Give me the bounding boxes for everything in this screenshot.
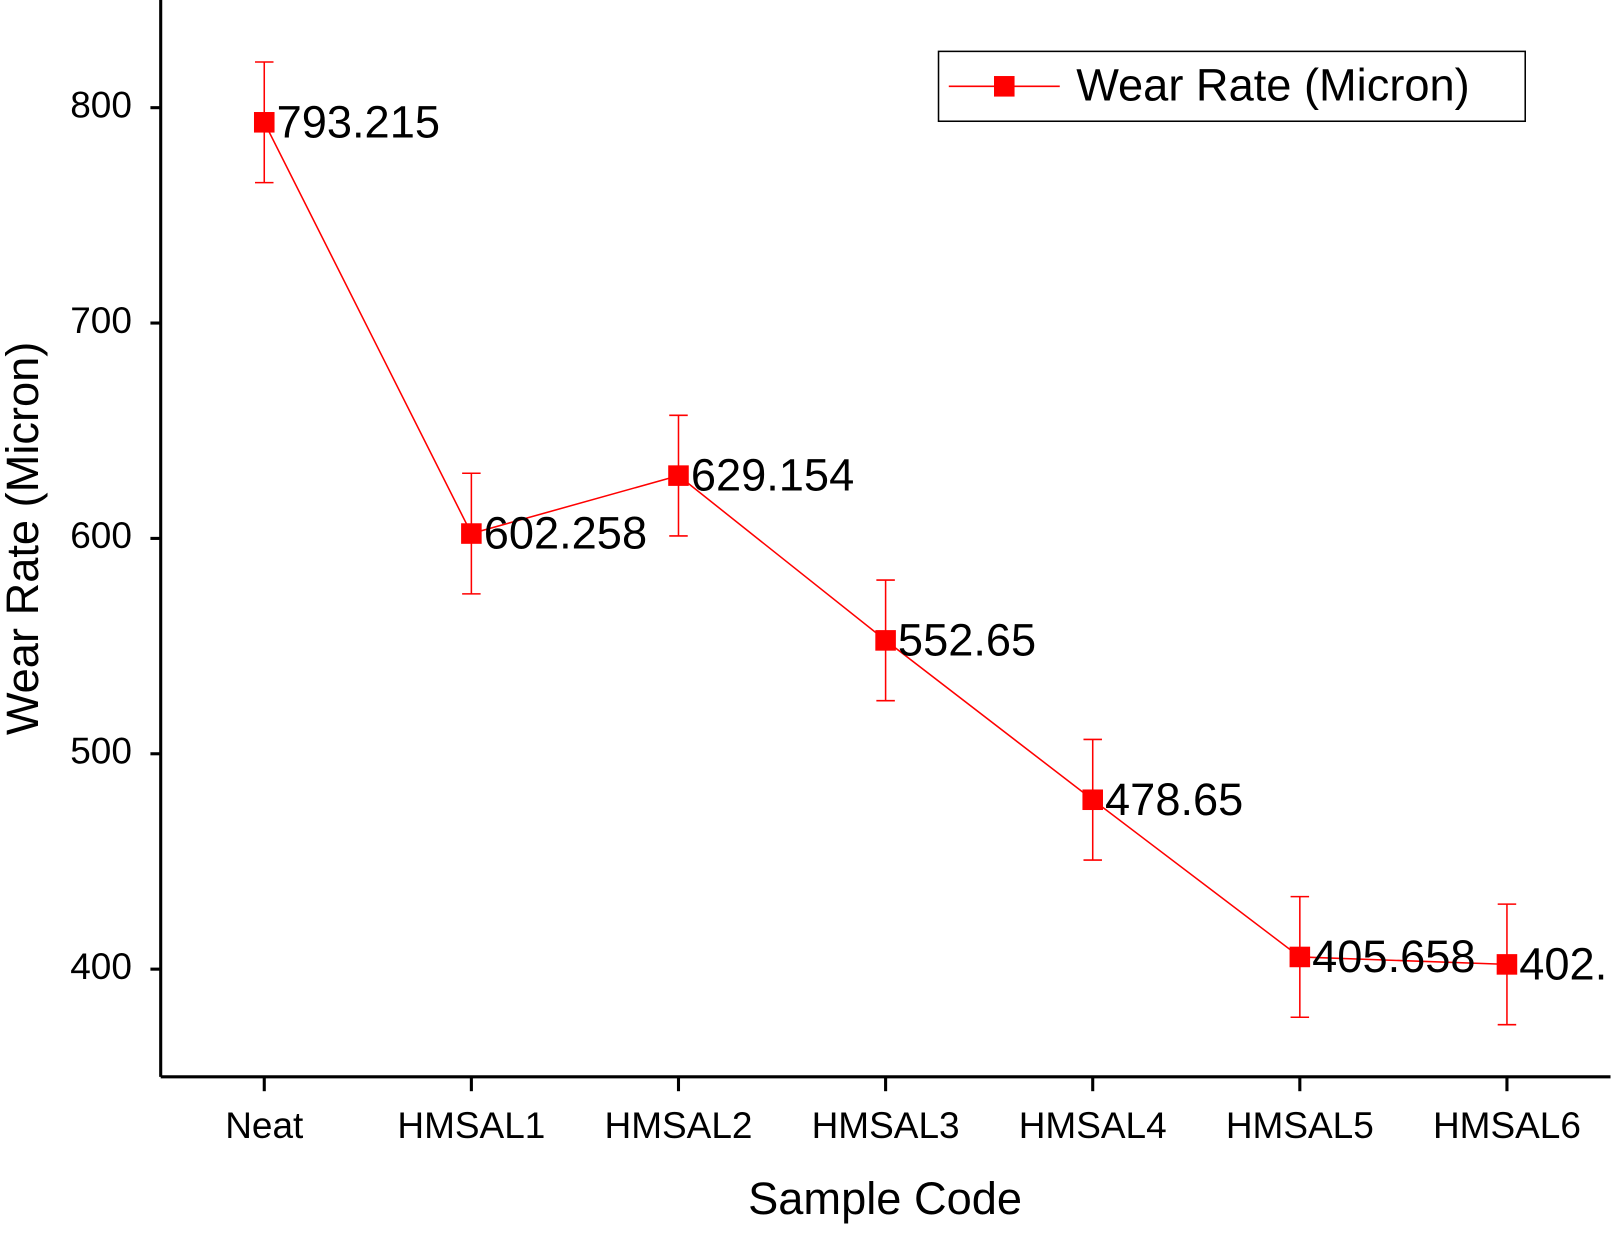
data-label: 793.215 — [277, 96, 440, 147]
marker — [875, 630, 896, 651]
y-tick-label: 500 — [70, 731, 132, 772]
marker — [1496, 954, 1518, 975]
marker — [461, 523, 482, 544]
data-label: 629.154 — [691, 450, 854, 501]
data-label: 478.65 — [1105, 774, 1243, 825]
x-tick-label: HMSAL1 — [397, 1105, 545, 1146]
y-tick-label: 800 — [70, 84, 132, 125]
marker — [1289, 946, 1311, 968]
y-tick-label: 600 — [70, 515, 132, 556]
legend-label: Wear Rate (Micron) — [1076, 59, 1470, 110]
series-line — [263, 121, 1507, 966]
legend-marker — [994, 76, 1015, 97]
data-label: 405.658 — [1312, 931, 1475, 982]
marker — [253, 112, 275, 133]
x-tick-label: HMSAL3 — [812, 1105, 960, 1146]
y-tick-label: 700 — [70, 300, 132, 341]
marker — [1082, 789, 1103, 811]
x-tick-label: HMSAL6 — [1433, 1105, 1581, 1146]
x-tick-label: Neat — [225, 1105, 303, 1146]
marker — [668, 465, 689, 486]
y-axis-title: Wear Rate (Micron) — [0, 342, 48, 736]
x-tick-label: HMSAL2 — [604, 1105, 752, 1146]
data-label: 552.65 — [898, 614, 1036, 665]
data-label: 402. — [1519, 938, 1607, 989]
x-tick-label: HMSAL4 — [1019, 1105, 1167, 1146]
data-label: 602.258 — [484, 508, 647, 559]
x-axis-title: Sample Code — [748, 1173, 1022, 1224]
y-tick-label: 400 — [70, 946, 132, 987]
x-tick-label: HMSAL5 — [1226, 1105, 1374, 1146]
